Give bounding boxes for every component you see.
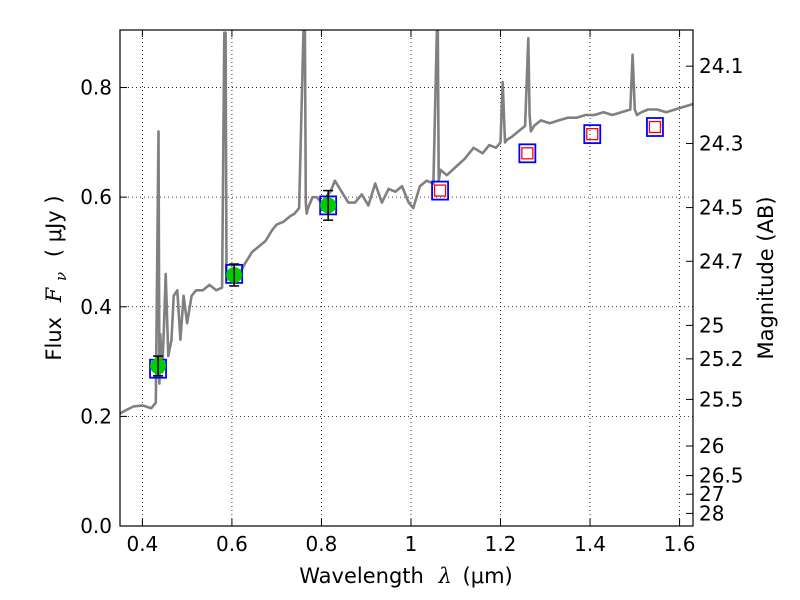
model-photometry-square bbox=[431, 180, 449, 201]
y-tick-label: 0.8 bbox=[80, 76, 112, 100]
model-photometry-square bbox=[583, 124, 602, 145]
x-tick-label: 1 bbox=[405, 532, 418, 556]
y-axis-label-subscript: ν bbox=[52, 272, 70, 281]
y-tick-label: 0.2 bbox=[80, 404, 112, 428]
x-axis-label-prefix: Wavelength bbox=[299, 564, 424, 588]
y2-tick-label: 24.1 bbox=[699, 54, 744, 78]
upper-limit-square bbox=[433, 184, 447, 197]
y2-tick-label: 27 bbox=[699, 482, 724, 506]
y-axis-label-symbol: F bbox=[42, 286, 66, 303]
upper-limit-square bbox=[648, 120, 662, 134]
y2-axis-label: Magnitude (AB) bbox=[754, 196, 778, 359]
series-layer bbox=[120, 30, 693, 415]
x-tick-label: 0.4 bbox=[126, 532, 158, 556]
x-axis-label-symbol: λ bbox=[438, 564, 452, 588]
y2-tick-label: 24.7 bbox=[699, 249, 744, 273]
y-axis-label: Flux F ν ( μJy ) bbox=[42, 195, 71, 360]
y2-tick-label: 24.5 bbox=[699, 196, 744, 220]
y2-tick-label: 26 bbox=[699, 434, 724, 458]
plot-background bbox=[120, 30, 693, 526]
y2-tick-label: 28 bbox=[699, 501, 724, 525]
y-axis-label-prefix: Flux bbox=[42, 317, 66, 361]
x-tick-label: 0.8 bbox=[306, 532, 338, 556]
plot-frame bbox=[119, 29, 694, 527]
y2-tick-label: 25.5 bbox=[699, 387, 744, 411]
x-tick-label: 1.6 bbox=[664, 532, 696, 556]
model-photometry-square bbox=[646, 117, 664, 137]
y2-tick-label: 26.5 bbox=[699, 464, 744, 488]
sed-line bbox=[120, 30, 693, 415]
y-axis-label-unit: ( μJy ) bbox=[42, 195, 66, 257]
y2-tick-label: 25 bbox=[699, 313, 724, 337]
x-axis: 0.4 0.6 0.8 1 1.2 1.4 1.6 bbox=[126, 30, 695, 556]
x-tick-label: 1.4 bbox=[574, 532, 606, 556]
model-photometry-square bbox=[518, 143, 537, 164]
markers-layer bbox=[149, 117, 664, 379]
y2-tick-label: 24.3 bbox=[699, 131, 744, 155]
y-axis: 0.0 0.2 0.4 0.6 0.8 bbox=[80, 76, 127, 538]
x-axis-label-unit: (μm) bbox=[463, 564, 513, 588]
y-tick-label: 0.0 bbox=[80, 514, 112, 538]
y-tick-label: 0.4 bbox=[80, 295, 112, 319]
y2-tick-label: 25.2 bbox=[699, 347, 744, 371]
x-tick-label: 1.2 bbox=[485, 532, 517, 556]
x-tick-label: 0.6 bbox=[216, 532, 248, 556]
upper-limit-square bbox=[586, 127, 599, 141]
upper-limit-square bbox=[521, 147, 534, 160]
x-axis-label: Wavelength λ (μm) bbox=[299, 564, 512, 588]
y-tick-label: 0.6 bbox=[80, 185, 112, 209]
